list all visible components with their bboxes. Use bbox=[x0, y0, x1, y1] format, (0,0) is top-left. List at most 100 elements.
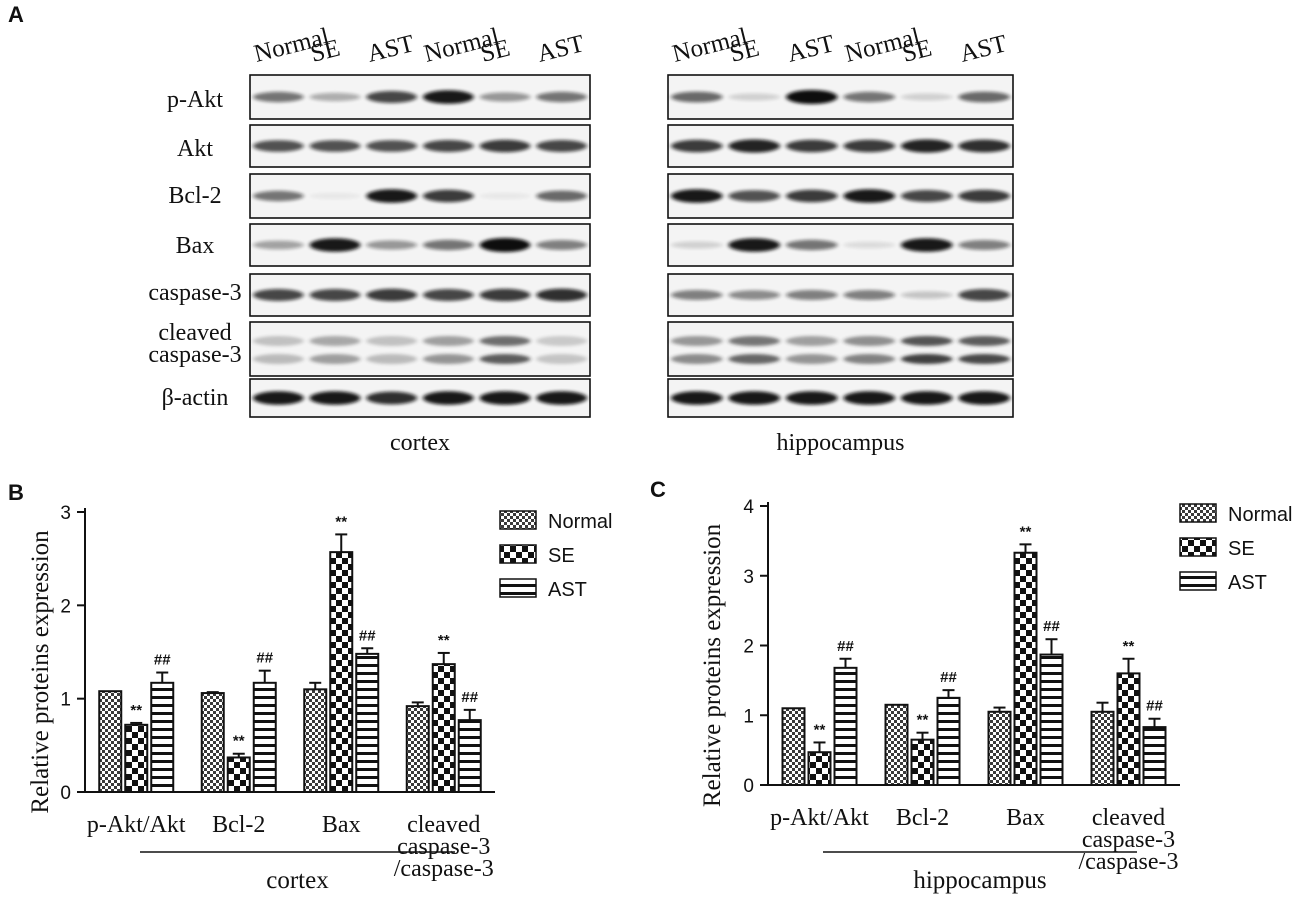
bar-se bbox=[910, 738, 935, 786]
bar-normal bbox=[200, 692, 225, 793]
blot-band bbox=[843, 189, 895, 203]
significance-mark: ## bbox=[837, 638, 854, 655]
blot-band bbox=[366, 140, 417, 152]
blot-strip bbox=[249, 321, 591, 377]
blot-band bbox=[309, 140, 361, 152]
blot-strip bbox=[667, 378, 1014, 418]
row-label: cleaved bbox=[158, 320, 231, 346]
blot-strip bbox=[249, 378, 591, 418]
blot-band bbox=[958, 91, 1010, 103]
bar-se bbox=[431, 663, 456, 794]
blot-band bbox=[958, 189, 1010, 203]
bar-normal bbox=[405, 705, 430, 794]
lane-label-se: SE bbox=[727, 35, 762, 68]
bar-normal bbox=[781, 707, 806, 787]
blot-band bbox=[366, 240, 417, 250]
blot-band bbox=[786, 90, 838, 104]
bar-se bbox=[807, 751, 832, 787]
blot-strip bbox=[667, 124, 1014, 168]
panel-letter: C bbox=[650, 477, 666, 502]
blot-band bbox=[479, 354, 531, 364]
blot-band bbox=[366, 189, 417, 203]
x-tick-label: cleaved bbox=[1092, 805, 1165, 831]
blot-strip bbox=[249, 74, 591, 120]
x-tick-label: Bcl-2 bbox=[212, 812, 265, 838]
blot-band bbox=[309, 192, 361, 200]
blot-band bbox=[843, 91, 895, 103]
blot-strip bbox=[667, 223, 1014, 267]
blot-band bbox=[958, 139, 1010, 153]
blot-band bbox=[901, 139, 953, 153]
lane-label-ast: AST bbox=[535, 30, 587, 68]
blot-band bbox=[366, 91, 417, 103]
x-tick-label: p-Akt/Akt bbox=[87, 812, 186, 838]
lane-label-se: SE bbox=[478, 35, 513, 68]
significance-mark: ## bbox=[1043, 618, 1060, 635]
bar-se bbox=[124, 723, 149, 793]
bar-ast bbox=[355, 652, 380, 793]
y-tick-label: 4 bbox=[743, 497, 754, 518]
panel-letter-a: A bbox=[8, 2, 24, 27]
legend-label-normal: Normal bbox=[1228, 504, 1292, 526]
blot-band bbox=[253, 289, 304, 301]
blot-band bbox=[671, 241, 723, 249]
blot-band bbox=[671, 91, 723, 103]
blot-band bbox=[423, 289, 474, 301]
x-tick-label: Bax bbox=[1006, 805, 1045, 831]
y-axis-label: Relative proteins expression bbox=[27, 530, 54, 814]
significance-mark: ## bbox=[940, 669, 957, 686]
blot-band bbox=[671, 189, 723, 203]
significance-mark: ** bbox=[814, 721, 826, 738]
blot-band bbox=[786, 336, 838, 346]
blot-band bbox=[536, 354, 588, 364]
blot-band bbox=[536, 336, 588, 346]
significance-mark: ## bbox=[256, 650, 273, 667]
blot-band bbox=[786, 354, 838, 364]
blot-band bbox=[536, 240, 588, 250]
bar-normal bbox=[303, 688, 328, 793]
legend-swatch-normal bbox=[1179, 503, 1217, 523]
blot-band bbox=[786, 189, 838, 203]
significance-mark: ** bbox=[1123, 638, 1135, 655]
blot-band bbox=[423, 336, 474, 346]
lane-label-ast: AST bbox=[957, 30, 1009, 68]
legend-label-se: SE bbox=[548, 545, 575, 567]
blot-band bbox=[728, 190, 780, 202]
blot-region-label: cortex bbox=[390, 430, 450, 456]
bar-ast bbox=[936, 696, 961, 786]
bar-ast bbox=[150, 681, 175, 793]
blot-band bbox=[366, 391, 417, 405]
blot-band bbox=[309, 391, 361, 405]
blot-band bbox=[253, 354, 304, 364]
blot-band bbox=[423, 90, 474, 104]
blot-region-label: hippocampus bbox=[777, 430, 905, 456]
blot-band bbox=[309, 354, 361, 364]
significance-mark: ** bbox=[917, 712, 929, 729]
y-tick-label: 0 bbox=[60, 783, 71, 804]
x-tick-label: Bax bbox=[322, 812, 361, 838]
blot-band bbox=[843, 290, 895, 300]
bar-ast bbox=[457, 719, 482, 794]
blot-band bbox=[479, 192, 531, 200]
blot-band bbox=[423, 391, 474, 405]
significance-mark: ## bbox=[154, 652, 171, 669]
blot-band bbox=[671, 290, 723, 300]
lane-label-ast: AST bbox=[785, 30, 837, 68]
blot-band bbox=[671, 354, 723, 364]
significance-mark: ** bbox=[335, 513, 347, 530]
blot-band bbox=[536, 288, 588, 302]
blot-band bbox=[958, 289, 1010, 301]
bar-normal bbox=[98, 690, 123, 794]
blot-strip bbox=[667, 273, 1014, 317]
blot-band bbox=[671, 139, 723, 153]
blot-band bbox=[253, 240, 304, 250]
significance-mark: ** bbox=[233, 733, 245, 750]
row-label: caspase-3 bbox=[148, 342, 241, 368]
blot-band bbox=[536, 391, 588, 405]
blot-band bbox=[366, 336, 417, 346]
blot-band bbox=[309, 289, 361, 301]
blot-band bbox=[671, 391, 723, 405]
x-tick-label: /caspase-3 bbox=[394, 856, 494, 882]
